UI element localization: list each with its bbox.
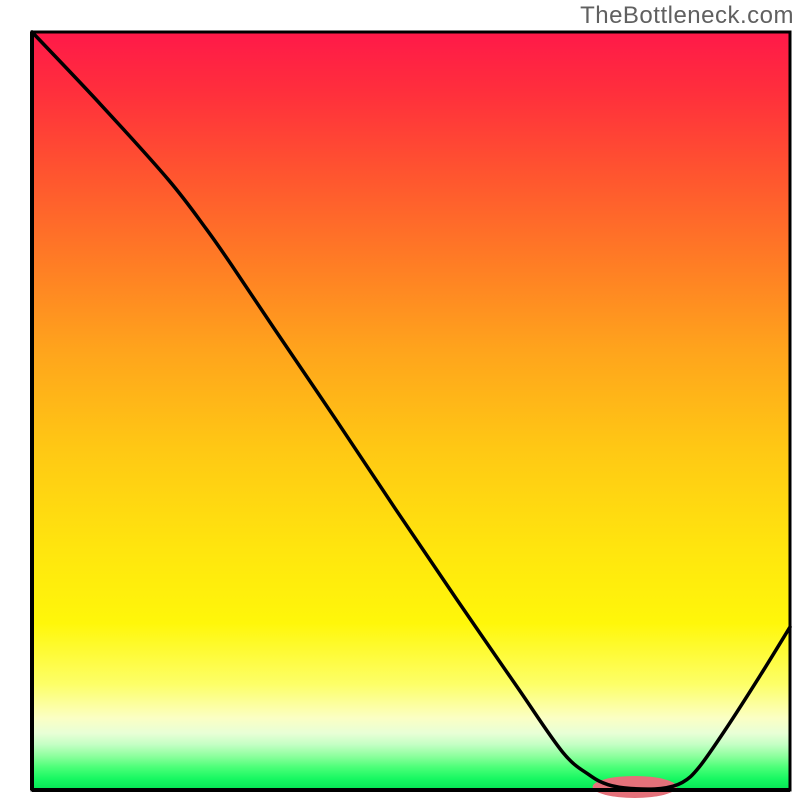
chart-container: TheBottleneck.com [0, 0, 800, 800]
watermark-text: TheBottleneck.com [580, 2, 794, 30]
gradient-background [32, 32, 790, 790]
bottleneck-chart [0, 0, 800, 800]
